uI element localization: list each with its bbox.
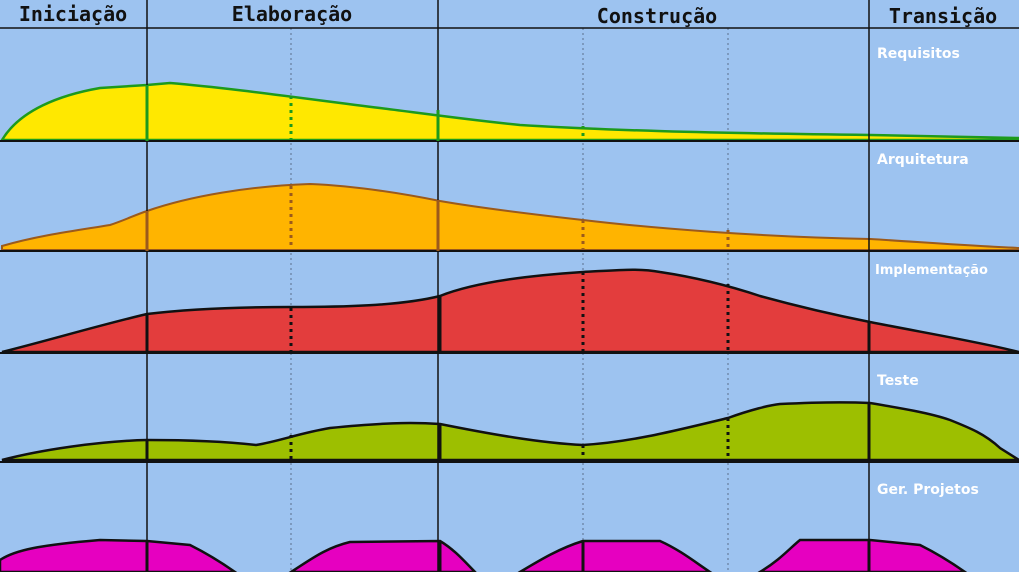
curve-implementacao [1,268,1019,354]
curve-ger-projetos [517,539,713,572]
discipline-label-ger-projetos: Ger. Projetos [877,482,979,498]
phase-label-construcao: Construção [597,4,717,28]
discipline-label-requisitos: Requisitos [877,46,960,62]
curve-ger-projetos [288,539,477,572]
curve-arquitetura [0,182,1019,251]
phase-label-transicao: Transição [889,4,997,28]
phase-boundaries [145,0,871,572]
curve-requisitos [0,81,1019,142]
phase-label-iniciacao: Iniciação [19,2,127,26]
curve-ger-projetos [0,538,238,572]
discipline-label-implementacao: Implementação [875,263,988,278]
phase-header: Iniciação Elaboração Construção Transiçã… [19,2,997,28]
iteration-markers [289,96,730,460]
discipline-labels: Requisitos Arquitetura Implementação Tes… [875,46,988,498]
curve-ger-projetos [757,538,968,572]
row-separators [0,27,1019,463]
discipline-label-arquitetura: Arquitetura [877,152,969,168]
curve-teste [1,401,1019,462]
phase-label-elaboracao: Elaboração [232,2,352,26]
discipline-label-teste: Teste [877,373,919,389]
